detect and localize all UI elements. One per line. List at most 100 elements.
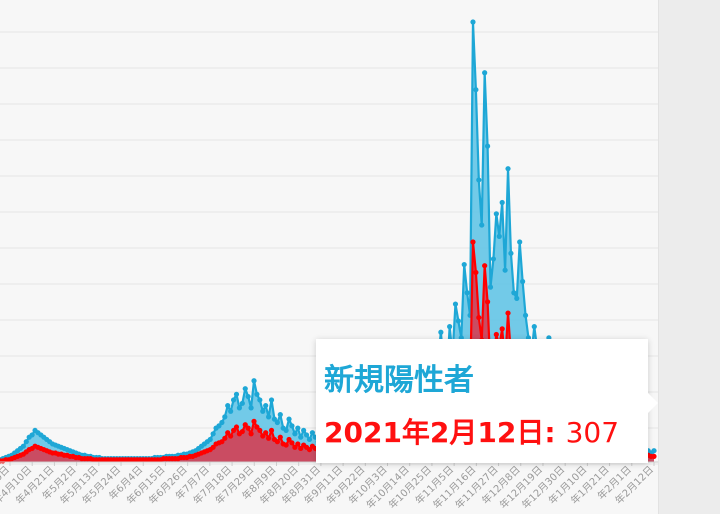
data-point[interactable] <box>222 435 228 441</box>
data-point[interactable] <box>531 324 537 330</box>
data-point[interactable] <box>268 427 275 434</box>
data-point[interactable] <box>514 295 520 302</box>
data-point[interactable] <box>219 419 225 426</box>
data-point[interactable] <box>266 414 272 420</box>
data-point[interactable] <box>473 269 479 276</box>
data-point[interactable] <box>277 412 283 418</box>
data-point[interactable] <box>511 290 517 296</box>
data-point[interactable] <box>306 446 313 453</box>
data-point[interactable] <box>283 442 289 448</box>
data-point[interactable] <box>233 391 240 397</box>
data-point[interactable] <box>487 284 494 290</box>
data-point[interactable] <box>210 444 216 450</box>
data-point[interactable] <box>447 324 453 330</box>
data-point[interactable] <box>257 397 263 403</box>
data-point[interactable] <box>505 166 511 172</box>
data-point[interactable] <box>248 431 254 437</box>
data-point[interactable] <box>306 436 313 443</box>
data-point[interactable] <box>207 436 213 443</box>
data-point[interactable] <box>225 430 231 436</box>
data-point[interactable] <box>219 439 225 445</box>
data-point[interactable] <box>505 310 511 316</box>
data-point[interactable] <box>520 278 526 285</box>
data-point[interactable] <box>292 431 298 437</box>
data-point[interactable] <box>251 378 257 384</box>
data-point[interactable] <box>277 434 283 440</box>
data-point[interactable] <box>508 250 514 256</box>
data-point[interactable] <box>476 314 482 321</box>
data-point[interactable] <box>286 436 292 443</box>
data-point[interactable] <box>502 267 508 273</box>
data-point[interactable] <box>517 239 523 245</box>
data-point[interactable] <box>23 439 29 445</box>
data-point[interactable] <box>476 177 482 183</box>
data-point[interactable] <box>470 239 476 245</box>
data-point[interactable] <box>301 427 307 434</box>
data-point[interactable] <box>274 419 280 426</box>
data-point[interactable] <box>225 402 231 409</box>
data-point[interactable] <box>245 393 251 400</box>
data-point[interactable] <box>289 440 295 446</box>
data-point[interactable] <box>452 301 459 307</box>
data-point[interactable] <box>651 448 657 454</box>
data-point[interactable] <box>266 435 272 441</box>
data-point[interactable] <box>303 432 310 438</box>
data-point[interactable] <box>260 433 266 439</box>
data-point[interactable] <box>286 416 292 422</box>
data-point[interactable] <box>493 211 499 217</box>
data-point[interactable] <box>274 439 280 445</box>
data-point[interactable] <box>292 444 298 450</box>
data-point[interactable] <box>295 441 301 447</box>
data-point[interactable] <box>20 443 26 449</box>
data-point[interactable] <box>496 233 502 239</box>
data-point[interactable] <box>245 425 251 431</box>
data-point[interactable] <box>289 423 295 429</box>
data-point[interactable] <box>283 427 289 434</box>
data-point[interactable] <box>230 397 237 403</box>
data-point[interactable] <box>216 423 222 429</box>
data-point[interactable] <box>298 445 304 452</box>
data-point[interactable] <box>242 422 248 428</box>
data-point[interactable] <box>254 391 260 397</box>
data-point[interactable] <box>499 199 505 206</box>
data-point[interactable] <box>499 326 505 332</box>
data-point[interactable] <box>239 400 245 406</box>
data-point[interactable] <box>248 405 254 411</box>
data-point[interactable] <box>295 425 301 431</box>
data-point[interactable] <box>222 414 228 420</box>
data-point[interactable] <box>268 397 275 403</box>
data-point[interactable] <box>438 329 444 335</box>
data-point[interactable] <box>271 416 278 422</box>
data-point[interactable] <box>651 453 657 459</box>
data-point[interactable] <box>230 427 237 434</box>
data-point[interactable] <box>210 431 216 437</box>
data-point[interactable] <box>522 312 529 318</box>
data-point[interactable] <box>473 87 479 93</box>
data-point[interactable] <box>464 290 470 296</box>
data-point[interactable] <box>228 433 234 439</box>
data-point[interactable] <box>228 408 234 414</box>
data-point[interactable] <box>260 408 266 414</box>
data-point[interactable] <box>239 428 245 435</box>
data-point[interactable] <box>482 263 488 269</box>
data-point[interactable] <box>242 386 248 392</box>
data-point[interactable] <box>263 430 269 436</box>
data-point[interactable] <box>470 19 476 25</box>
data-point[interactable] <box>493 331 499 338</box>
data-point[interactable] <box>484 143 491 149</box>
data-point[interactable] <box>479 222 485 228</box>
data-point[interactable] <box>257 427 263 434</box>
data-point[interactable] <box>455 318 461 324</box>
data-point[interactable] <box>254 424 260 430</box>
data-point[interactable] <box>309 430 315 436</box>
data-point[interactable] <box>263 402 269 409</box>
data-point[interactable] <box>482 70 488 76</box>
data-point[interactable] <box>29 432 35 438</box>
data-point[interactable] <box>298 434 304 440</box>
data-point[interactable] <box>236 405 243 411</box>
data-point[interactable] <box>233 424 240 430</box>
data-point[interactable] <box>490 256 497 262</box>
data-point[interactable] <box>461 261 467 268</box>
data-point[interactable] <box>484 299 491 305</box>
data-point[interactable] <box>251 418 257 424</box>
